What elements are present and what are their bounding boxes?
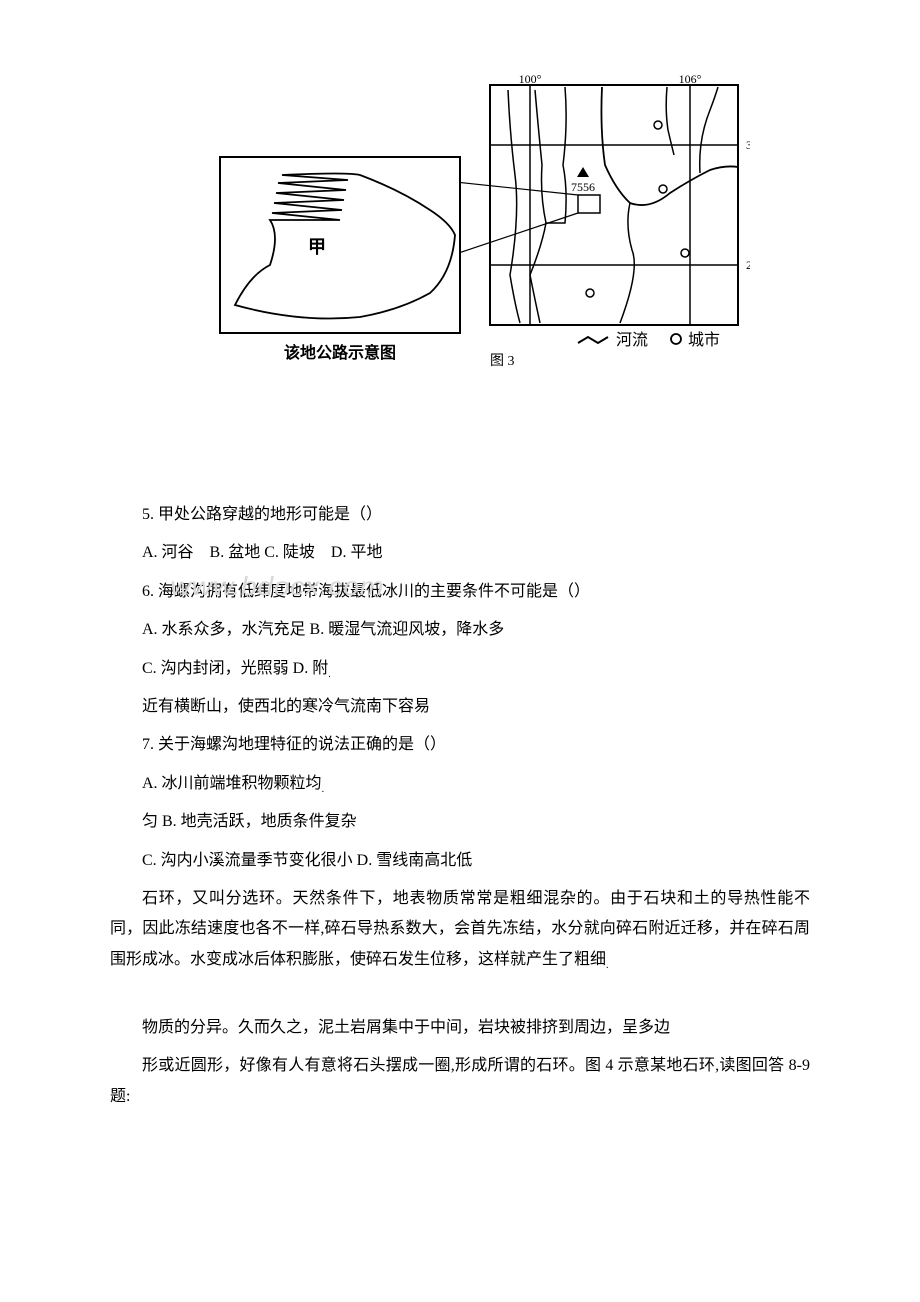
figure-3-svg: 100° 106° 30° 26° 7556 [170,75,750,385]
lat-bottom-label: 26° [746,258,750,272]
q5-stem: 5. 甲处公路穿越的地形可能是（） [110,500,810,530]
dot-3: . [606,960,609,971]
map-panel: 100° 106° 30° 26° 7556 [490,75,750,349]
river-3 [546,87,566,223]
city-1 [654,121,662,129]
q7-stem: 7. 关于海螺沟地理特征的说法正确的是（） [110,730,810,760]
dot-2: . [322,784,325,795]
river-4 [601,87,738,205]
city-3 [681,249,689,257]
dot-1: . [328,669,331,680]
river-6 [700,87,718,173]
river-5 [620,203,634,323]
passage-3: 形或近圆形，好像有人有意将石头摆成一圈,形成所谓的石环。图 4 示意某地石环,读… [110,1051,810,1112]
lon-left-label: 100° [519,75,542,86]
q7-opt-a2b: 匀 B. 地壳活跃，地质条件复杂 [110,807,810,837]
spacer-1 [110,405,810,500]
peak-symbol [577,167,589,177]
river-2 [535,90,546,223]
city-2 [659,185,667,193]
q6-opt-cd1: C. 沟内封闭，光照弱 D. 附. [110,654,810,684]
study-area-box [578,195,600,213]
river-3b [530,223,546,323]
road-label-jia: 甲 [308,237,326,257]
q6-opt-ab: A. 水系众多，水汽充足 B. 暖湿气流迎风坡，降水多 [110,615,810,645]
legend-river-text: 河流 [616,331,648,349]
lat-top-label: 30° [746,138,750,152]
river-1 [508,90,520,323]
road-panel: 甲 该地公路示意图 [220,157,460,362]
legend-city-text: 城市 [688,331,720,349]
watermark: www.bdocx.com [170,571,384,602]
city-4 [586,289,594,297]
q6-opt-cd2: 近有横断山，使西北的寒冷气流南下容易 [110,692,810,722]
page-content: 100° 106° 30° 26° 7556 [110,75,810,1112]
q7-opt-a1: A. 冰川前端堆积物颗粒均. [110,769,810,799]
q5-options: A. 河谷 B. 盆地 C. 陡坡 D. 平地 [110,538,810,568]
spacer-2 [110,983,810,1013]
legend-river-symbol [578,337,608,343]
figure-label: 图 3 [490,354,515,369]
passage-1: 石环，又叫分选环。天然条件下，地表物质常常是粗细混杂的。由于石块和土的导热性能不… [110,884,810,975]
lon-right-label: 106° [679,75,702,86]
passage-2: 物质的分异。久而久之，泥土岩屑集中于中间，岩块被排挤到周边，呈多边 [110,1013,810,1043]
road-caption: 该地公路示意图 [284,343,396,362]
figure-3-container: 100° 106° 30° 26° 7556 [110,75,810,385]
q7-opt-cd: C. 沟内小溪流量季节变化很小 D. 雪线南高北低 [110,846,810,876]
peak-elevation: 7556 [571,180,595,194]
legend-city-symbol [671,334,681,344]
